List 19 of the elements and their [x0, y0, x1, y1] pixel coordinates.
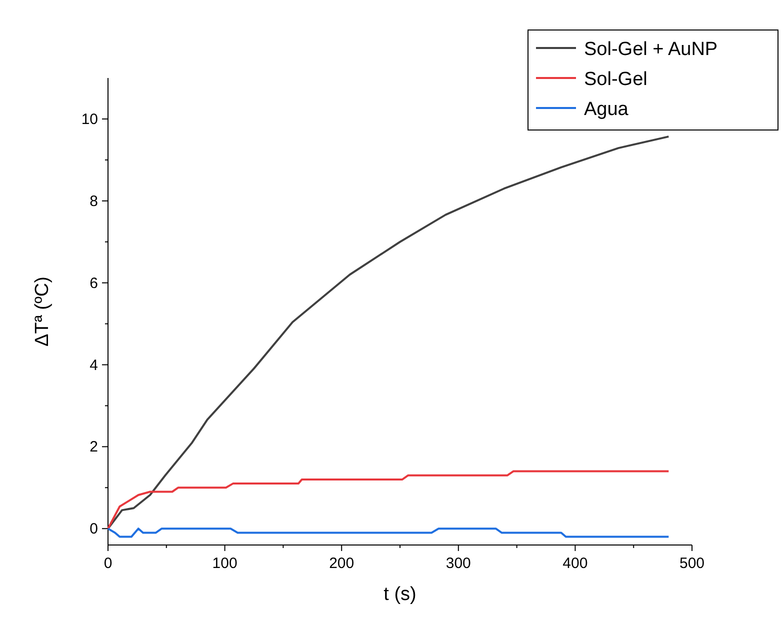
legend-label: Sol-Gel + AuNP [584, 39, 718, 60]
line-series [107, 136, 670, 530]
x-tick-label: 0 [104, 555, 112, 572]
x-tick-label: 500 [679, 555, 705, 572]
x-tick-label: 100 [212, 555, 238, 572]
x-axis-title: t (s) [384, 584, 416, 605]
x-tick-label: 400 [562, 555, 588, 572]
y-tick-label: 4 [90, 356, 98, 374]
y-tick-label: 2 [90, 438, 98, 456]
y-axis-title: ΔTª (ºC) [32, 276, 53, 346]
y-tick-label: 0 [90, 520, 98, 538]
line-series [107, 470, 670, 530]
y-tick-label: 10 [81, 110, 98, 128]
x-tick-label: 200 [329, 555, 354, 572]
y-tick-label: 8 [90, 192, 98, 210]
legend-label: Agua [584, 99, 629, 120]
legend-label: Sol-Gel [584, 69, 648, 90]
x-tick-label: 300 [446, 555, 471, 572]
y-tick-label: 6 [90, 274, 98, 292]
